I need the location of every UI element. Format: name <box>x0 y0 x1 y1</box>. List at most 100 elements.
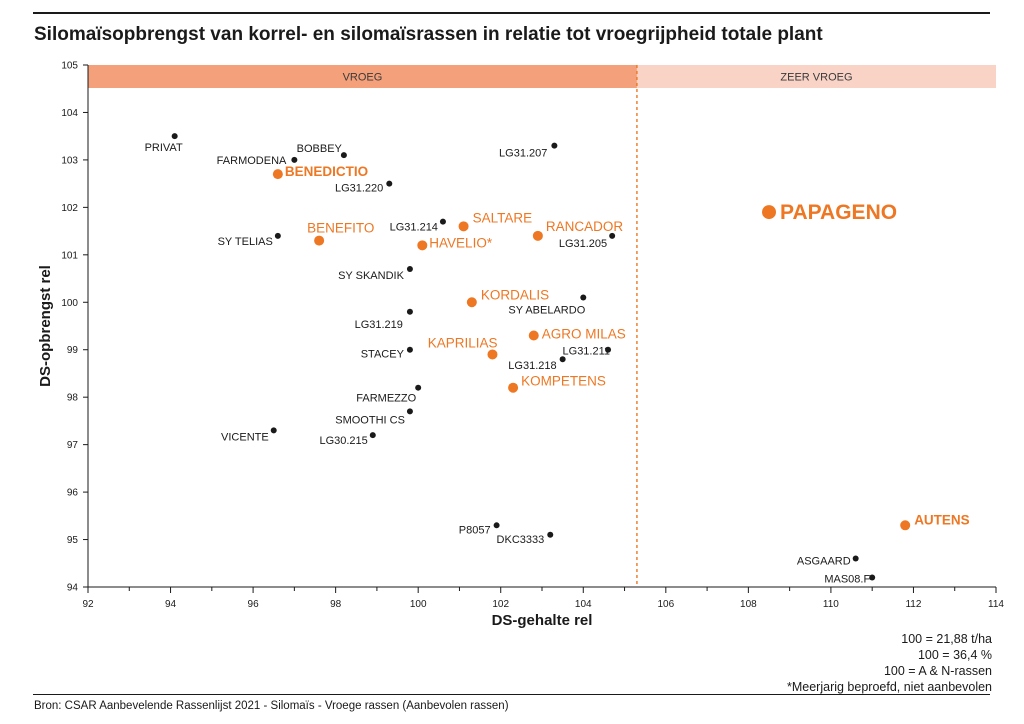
point-mas08-f <box>869 574 876 581</box>
label-lg31-218: LG31.218 <box>508 360 556 372</box>
label-kompetens: KOMPETENS <box>521 374 606 389</box>
point-sy-telias <box>274 232 281 239</box>
x-tick-label: 98 <box>330 599 342 610</box>
label-sy-abelardo: SY ABELARDO <box>508 305 585 317</box>
point-benedictio <box>272 169 283 180</box>
point-lg31-218 <box>559 356 566 363</box>
point-farmezzo <box>415 384 422 391</box>
point-lg31-220 <box>386 180 393 187</box>
chart-title: Silomaïsopbrengst van korrel- en silomaï… <box>34 24 823 45</box>
point-kaprilias <box>487 349 498 360</box>
point-lg31-205 <box>609 232 616 239</box>
label-saltare: SALTARE <box>473 210 533 225</box>
bottom-rule <box>33 694 990 695</box>
y-tick-label: 95 <box>67 535 79 546</box>
point-kordalis <box>466 297 477 308</box>
band-vroeg <box>88 65 637 88</box>
label-dkc3333: DKC3333 <box>497 534 545 546</box>
band-label-vroeg: VROEG <box>343 72 383 84</box>
label-benefito: BENEFITO <box>307 221 374 236</box>
label-lg30-215: LG30.215 <box>319 435 367 447</box>
label-lg31-214: LG31.214 <box>390 222 438 234</box>
label-lg31-207: LG31.207 <box>499 148 547 160</box>
point-p8057 <box>493 522 500 529</box>
label-mas08-f: MAS08.F <box>824 574 870 586</box>
point-lg31-219 <box>406 308 413 315</box>
x-tick-label: 106 <box>657 599 674 610</box>
label-lg31-219: LG31.219 <box>355 319 403 331</box>
point-stacey <box>406 346 413 353</box>
y-tick-label: 102 <box>61 203 78 214</box>
label-sy-skandik: SY SKANDIK <box>338 270 404 282</box>
x-tick-label: 114 <box>988 599 1004 610</box>
x-tick-label: 102 <box>492 599 509 610</box>
point-rancador <box>532 230 543 241</box>
label-sy-telias: SY TELIAS <box>218 236 273 248</box>
label-bobbey: BOBBEY <box>297 143 343 155</box>
point-lg30-215 <box>369 432 376 439</box>
point-agro-milas <box>528 330 539 341</box>
label-rancador: RANCADOR <box>546 219 624 234</box>
x-tick-label: 104 <box>575 599 592 610</box>
x-tick-label: 108 <box>740 599 757 610</box>
label-benedictio: BENEDICTIO <box>285 164 368 179</box>
label-kordalis: KORDALIS <box>481 287 549 302</box>
y-tick-label: 103 <box>61 155 78 166</box>
label-kaprilias: KAPRILIAS <box>428 335 498 350</box>
y-axis-title: DS-opbrengst rel <box>37 265 54 387</box>
y-tick-label: 99 <box>67 345 79 356</box>
point-bobbey <box>340 152 347 159</box>
label-smoothi-cs: SMOOTHI CS <box>335 414 405 426</box>
y-tick-label: 104 <box>61 108 78 119</box>
label-farmezzo: FARMEZZO <box>356 393 416 405</box>
label-havelio: HAVELIO* <box>429 235 493 250</box>
label-asgaard: ASGAARD <box>797 556 851 568</box>
label-autens: AUTENS <box>914 512 970 527</box>
x-tick-label: 92 <box>82 599 94 610</box>
point-lg31-211 <box>605 346 612 353</box>
label-agro-milas: AGRO MILAS <box>542 326 626 341</box>
y-tick-label: 101 <box>61 250 78 261</box>
x-axis-title: DS-gehalte rel <box>492 612 593 629</box>
point-kompetens <box>508 382 519 393</box>
x-tick-label: 94 <box>165 599 177 610</box>
point-farmodena <box>291 156 298 163</box>
point-sy-skandik <box>406 266 413 273</box>
note-line: 100 = A & N-rassen <box>883 664 992 678</box>
x-tick-label: 112 <box>905 599 921 610</box>
note-line: 100 = 21,88 t/ha <box>901 632 992 646</box>
notes: 100 = 21,88 t/ha 100 = 36,4 % 100 = A & … <box>787 631 992 695</box>
point-papageno <box>762 205 776 220</box>
label-lg31-220: LG31.220 <box>335 183 383 195</box>
point-saltare <box>458 221 469 232</box>
y-tick-label: 105 <box>61 61 78 72</box>
point-benefito <box>314 235 325 246</box>
label-lg31-205: LG31.205 <box>559 238 607 250</box>
y-tick-label: 100 <box>61 298 78 309</box>
label-lg31-211: LG31.211 <box>563 346 611 358</box>
label-papageno: PAPAGENO <box>780 201 897 224</box>
point-asgaard <box>852 555 859 562</box>
point-vicente <box>270 427 277 434</box>
point-autens <box>900 520 911 531</box>
label-farmodena: FARMODENA <box>217 155 287 167</box>
label-privat: PRIVAT <box>145 142 183 154</box>
source-note: Bron: CSAR Aanbevelende Rassenlijst 2021… <box>34 700 509 712</box>
point-smoothi-cs <box>406 408 413 415</box>
label-vicente: VICENTE <box>221 431 269 443</box>
point-dkc3333 <box>547 531 554 538</box>
point-lg31-214 <box>439 218 446 225</box>
note-line: 100 = 36,4 % <box>917 648 992 662</box>
band-label-zeer-vroeg: ZEER VROEG <box>780 72 852 84</box>
point-sy-abelardo <box>580 294 587 301</box>
label-p8057: P8057 <box>459 524 491 536</box>
y-tick-label: 94 <box>67 583 79 594</box>
point-havelio <box>417 240 428 251</box>
x-tick-label: 110 <box>823 599 839 610</box>
label-stacey: STACEY <box>361 349 405 361</box>
y-tick-label: 98 <box>67 393 79 404</box>
x-tick-label: 100 <box>410 599 427 610</box>
band-zeer-vroeg <box>636 65 996 88</box>
y-tick-label: 97 <box>67 440 79 451</box>
